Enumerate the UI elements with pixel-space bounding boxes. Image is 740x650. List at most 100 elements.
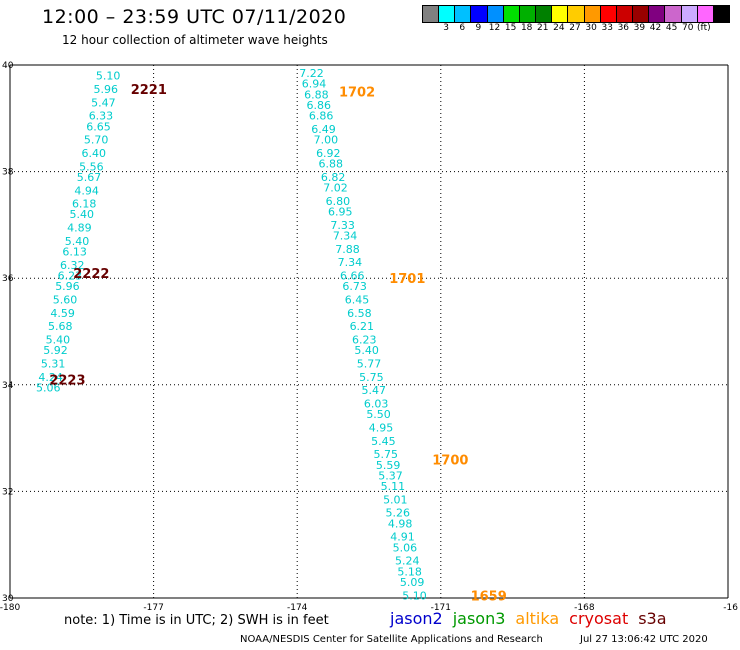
wave-height-value: 6.49 xyxy=(311,123,336,136)
pass-time-label: 2221 xyxy=(131,83,167,98)
map-grid xyxy=(9,64,729,599)
wave-height-value: 6.21 xyxy=(350,320,375,333)
wave-height-value: 5.40 xyxy=(65,235,90,248)
satellite-legend-item: altika xyxy=(515,609,560,628)
wave-height-value: 7.34 xyxy=(338,256,363,269)
color-swatch xyxy=(568,6,585,22)
axis-tick-labels: -180 -177 -174 -171 -168 -16 40 38 36 34 32 30 xyxy=(0,61,738,613)
wave-height-value: 5.77 xyxy=(357,357,382,370)
color-scale-label: 70 xyxy=(682,23,694,33)
wave-height-value: 4.95 xyxy=(369,421,394,434)
wave-height-value: 4.91 xyxy=(390,531,415,544)
color-scale-label: 30 xyxy=(585,23,597,33)
wave-height-value: 5.45 xyxy=(371,435,396,448)
wave-height-value: 6.18 xyxy=(72,198,97,211)
color-swatch xyxy=(713,6,729,22)
pass-time-label: 1659 xyxy=(471,589,507,604)
lat-tick-label: 38 xyxy=(2,168,14,178)
lon-tick-label: -16 xyxy=(723,603,738,613)
color-scale-label: 15 xyxy=(504,23,517,33)
color-scale-label: 3 xyxy=(443,23,450,33)
pass-time-label: 1700 xyxy=(432,453,468,468)
wave-height-value: 5.60 xyxy=(53,294,78,307)
wave-height-value: 5.40 xyxy=(46,333,71,346)
wave-height-value: 5.37 xyxy=(378,469,403,482)
pass-time-label: 2222 xyxy=(73,267,109,282)
color-scale-label: 45 xyxy=(665,23,678,33)
wave-height-value: 5.50 xyxy=(366,408,391,421)
wave-height-value: 5.96 xyxy=(55,280,80,293)
wave-height-value: 6.45 xyxy=(345,294,370,307)
wave-height-value: 6.88 xyxy=(304,88,329,101)
wave-height-value: 6.94 xyxy=(302,78,327,91)
lat-tick-label: 30 xyxy=(2,594,14,604)
page-title: 12:00 – 23:59 UTC 07/11/2020 xyxy=(42,6,347,28)
color-swatch xyxy=(584,6,601,22)
wave-height-value: 6.03 xyxy=(364,397,389,410)
color-scale-label: 39 xyxy=(633,23,646,33)
wave-height-value: 6.92 xyxy=(316,147,341,160)
wave-height-value: 6.23 xyxy=(352,333,377,346)
wave-height-value: 6.73 xyxy=(342,280,367,293)
color-swatch xyxy=(471,6,488,22)
satellite-legend-item: jason2 xyxy=(390,609,443,628)
color-swatch xyxy=(455,6,472,22)
lat-tick-label: 40 xyxy=(2,61,14,71)
satellite-legend-item: jason3 xyxy=(452,609,506,628)
wave-height-value: 5.40 xyxy=(354,344,379,357)
timestamp-text: Jul 27 13:06:42 UTC 2020 xyxy=(580,634,708,645)
pass-time-label: 1701 xyxy=(389,272,425,287)
wave-height-value: 7.33 xyxy=(330,219,355,232)
wave-height-value: 5.11 xyxy=(381,480,406,493)
wave-height-value: 6.13 xyxy=(62,246,87,259)
color-swatch xyxy=(633,6,650,22)
wave-height-points: 5.105.965.476.336.655.706.405.565.674.94… xyxy=(36,67,427,602)
color-scale-bar xyxy=(422,5,730,23)
wave-height-value: 5.67 xyxy=(77,171,102,184)
wave-height-value: 7.88 xyxy=(335,243,360,256)
wave-height-value: 5.92 xyxy=(43,344,68,357)
color-scale-label: 27 xyxy=(569,23,581,33)
satellite-legend-item: cryosat xyxy=(569,609,629,628)
wave-height-value: 5.75 xyxy=(359,371,384,384)
wave-height-value: 6.82 xyxy=(321,171,346,184)
color-scale-label: 6 xyxy=(459,23,466,33)
wave-height-value: 5.75 xyxy=(374,448,399,461)
wave-height-value: 6.86 xyxy=(306,99,331,112)
wave-height-value: 4.59 xyxy=(50,307,75,320)
color-swatch xyxy=(649,6,666,22)
wave-height-value: 5.96 xyxy=(93,83,118,96)
page-subtitle: 12 hour collection of altimeter wave hei… xyxy=(62,33,328,47)
wave-height-value: 4.24 xyxy=(38,371,63,384)
wave-height-value: 5.70 xyxy=(84,134,109,147)
color-scale-label: 12 xyxy=(488,23,501,33)
wave-height-value: 5.06 xyxy=(393,541,418,554)
wave-height-value: 5.09 xyxy=(400,576,425,589)
wave-height-value: 5.31 xyxy=(41,357,66,370)
lat-tick-label: 36 xyxy=(2,274,14,284)
color-scale-label: 36 xyxy=(617,23,630,33)
color-swatch xyxy=(536,6,553,22)
color-swatch xyxy=(697,6,714,22)
wave-height-value: 7.00 xyxy=(314,134,339,147)
wave-height-value: 5.10 xyxy=(96,70,121,83)
wave-height-value: 7.22 xyxy=(299,67,324,80)
wave-height-value: 5.68 xyxy=(48,320,73,333)
color-scale-label: 9 xyxy=(475,23,482,33)
color-scale-label: 42 xyxy=(649,23,662,33)
wave-height-value: 5.47 xyxy=(91,96,116,109)
wave-height-value: 4.89 xyxy=(67,222,92,235)
wave-height-value: 6.86 xyxy=(309,110,334,123)
lat-tick-label: 32 xyxy=(2,487,13,497)
color-scale-label: 18 xyxy=(520,23,533,33)
color-scale-label: 33 xyxy=(601,23,613,33)
wave-height-value: 5.40 xyxy=(70,208,95,221)
wave-height-value: 5.47 xyxy=(362,384,387,397)
lon-tick-label: -168 xyxy=(574,603,595,613)
wave-height-value: 6.66 xyxy=(340,270,365,283)
color-swatch xyxy=(600,6,617,22)
wave-height-value: 6.32 xyxy=(60,259,85,272)
satellite-legend-item: s3a xyxy=(638,609,667,628)
wave-height-value: 4.94 xyxy=(74,184,99,197)
